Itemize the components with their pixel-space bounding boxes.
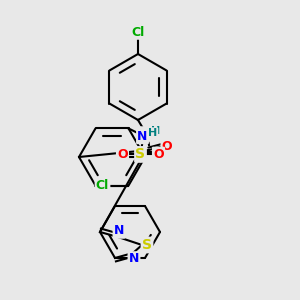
Text: Cl: Cl xyxy=(131,26,145,38)
Text: H: H xyxy=(152,126,160,136)
Text: O: O xyxy=(117,148,128,161)
Text: H: H xyxy=(148,128,157,138)
Text: S: S xyxy=(142,238,152,252)
Text: N: N xyxy=(141,128,151,140)
Text: O: O xyxy=(153,148,164,161)
Text: N: N xyxy=(114,224,124,238)
Text: O: O xyxy=(162,140,172,152)
Text: N: N xyxy=(137,130,148,143)
Text: N: N xyxy=(129,253,139,266)
Text: S: S xyxy=(136,147,146,161)
Text: Cl: Cl xyxy=(96,179,109,192)
